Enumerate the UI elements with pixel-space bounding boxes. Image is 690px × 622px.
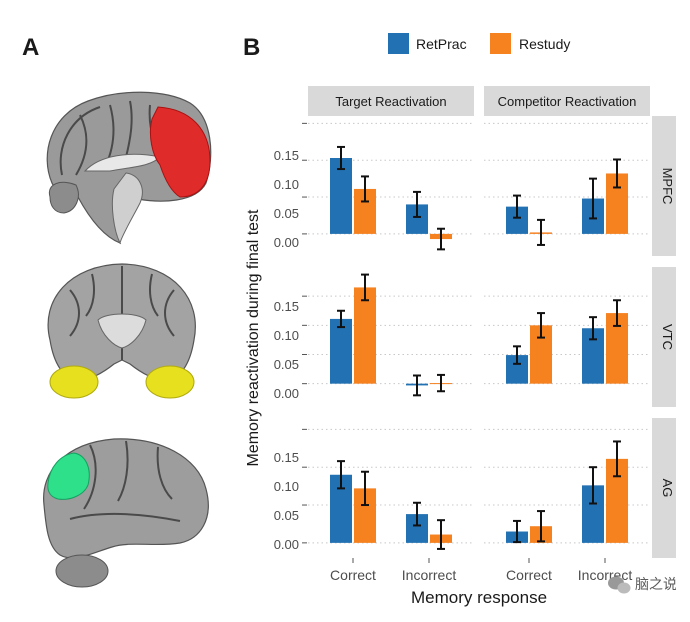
bar-retprac-incorrect	[406, 204, 428, 234]
legend-swatch-restudy	[490, 33, 511, 54]
bar-retprac-correct	[330, 474, 352, 543]
bar-retprac-correct	[330, 158, 352, 234]
watermark-text: 脑之说	[635, 576, 676, 592]
brain-sagittal-medial	[46, 91, 212, 245]
bar-restudy-correct	[530, 325, 552, 384]
y-tick-label: 0.05	[274, 508, 299, 523]
y-tick-label: 0.10	[274, 328, 299, 343]
row-facet-label-vtc: VTC	[660, 324, 675, 350]
y-tick-label: 0.05	[274, 357, 299, 372]
bar-retprac-correct	[506, 355, 528, 384]
bar-retprac-correct	[506, 206, 528, 234]
brain-sagittal-lateral	[43, 438, 209, 588]
faceted-bar-chart: RetPrac Restudy Target Reactivation Comp…	[245, 33, 676, 607]
vtc-region-right	[145, 365, 195, 399]
y-tick-label: 0.00	[274, 537, 299, 552]
bar-retprac-incorrect	[582, 328, 604, 384]
bar-restudy-correct	[354, 287, 376, 384]
row-facet-label-ag: AG	[660, 479, 675, 498]
bar-restudy-correct	[354, 488, 376, 543]
watermark: 脑之说	[608, 576, 676, 594]
x-tick-label-competitor-incorrect: Incorrect	[578, 567, 633, 583]
y-tick-label: 0.10	[274, 479, 299, 494]
bar-restudy-incorrect	[606, 173, 628, 234]
x-tick-label-target-correct: Correct	[330, 567, 376, 583]
legend-label-restudy: Restudy	[519, 36, 570, 52]
y-tick-label: 0.10	[274, 177, 299, 192]
col-facet-label-competitor: Competitor Reactivation	[498, 94, 637, 109]
bar-retprac-incorrect	[406, 514, 428, 543]
wechat-icon	[608, 576, 631, 594]
legend: RetPrac Restudy	[388, 33, 570, 54]
row-facet-strip-ag: AG	[652, 418, 676, 558]
y-tick-label: 0.00	[274, 386, 299, 401]
legend-label-retprac: RetPrac	[416, 36, 467, 52]
vtc-region-left	[49, 365, 99, 399]
row-facet-strip-mpfc: MPFC	[652, 116, 676, 256]
col-facet-label-target: Target Reactivation	[335, 94, 446, 109]
ag-region	[47, 452, 90, 500]
bar-restudy-correct	[354, 188, 376, 234]
bar-restudy-incorrect	[606, 313, 628, 384]
mpfc-region	[149, 106, 211, 198]
y-tick-label: 0.05	[274, 206, 299, 221]
x-tick-label-competitor-correct: Correct	[506, 567, 552, 583]
x-axis-title: Memory response	[411, 588, 547, 607]
brain-figure	[43, 91, 212, 588]
y-tick-label: 0.15	[274, 299, 299, 314]
x-tick-label-target-incorrect: Incorrect	[402, 567, 457, 583]
row-facet-strip-vtc: VTC	[652, 267, 676, 407]
legend-swatch-retprac	[388, 33, 409, 54]
y-tick-label: 0.00	[274, 235, 299, 250]
bar-retprac-correct	[330, 318, 352, 384]
y-tick-label: 0.15	[274, 148, 299, 163]
bar-restudy-incorrect	[606, 458, 628, 543]
bar-retprac-incorrect	[582, 485, 604, 543]
row-facet-label-mpfc: MPFC	[660, 168, 675, 205]
panel-label-b: B	[243, 34, 261, 61]
plot-layer	[302, 116, 650, 563]
brain-coronal	[47, 263, 196, 399]
col-facet-strip-competitor: Competitor Reactivation	[484, 86, 650, 116]
col-facet-strip-target: Target Reactivation	[308, 86, 474, 116]
y-axis-title: Memory reactivation during final test	[245, 209, 262, 467]
panel-label-a: A	[22, 34, 40, 61]
y-tick-label: 0.15	[274, 450, 299, 465]
